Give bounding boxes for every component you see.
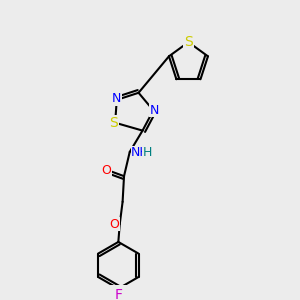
Text: S: S xyxy=(110,116,118,130)
Text: N: N xyxy=(150,104,159,117)
Text: N: N xyxy=(112,92,122,105)
Text: S: S xyxy=(184,35,193,49)
Text: NH: NH xyxy=(131,146,150,159)
Text: H: H xyxy=(142,146,152,159)
Text: O: O xyxy=(101,164,111,177)
Text: O: O xyxy=(110,218,120,230)
Text: F: F xyxy=(114,288,122,300)
